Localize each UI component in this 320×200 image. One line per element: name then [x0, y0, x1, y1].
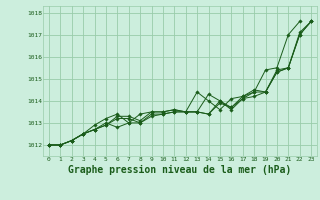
X-axis label: Graphe pression niveau de la mer (hPa): Graphe pression niveau de la mer (hPa) — [68, 165, 292, 175]
